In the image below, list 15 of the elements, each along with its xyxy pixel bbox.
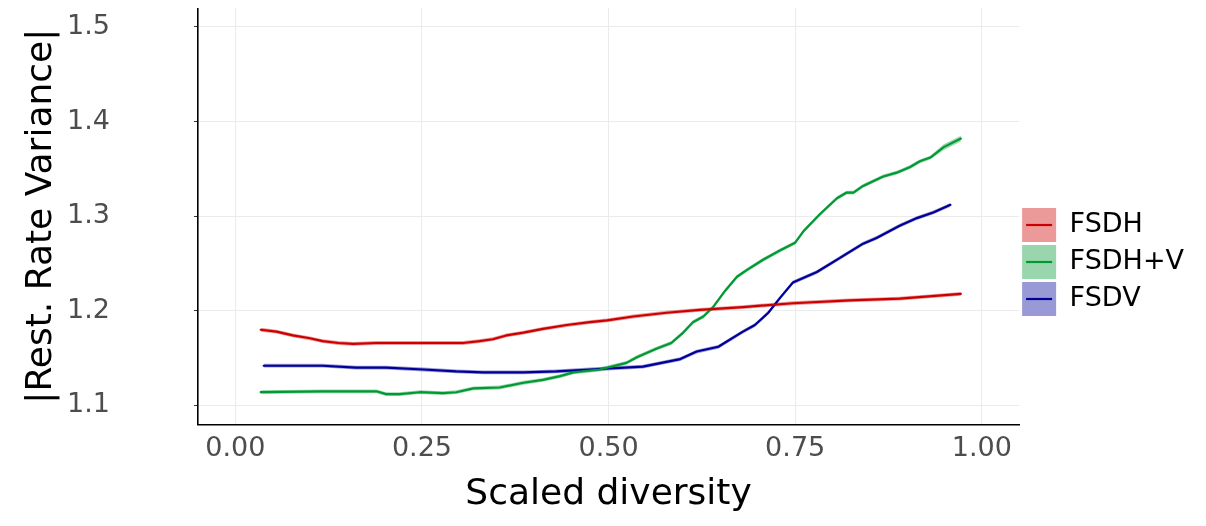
x-tick-label: 0.00 bbox=[205, 430, 266, 462]
x-tick-label: 0.25 bbox=[391, 430, 452, 462]
x-tick-label: 0.75 bbox=[765, 430, 826, 462]
y-tick-label: 1.2 bbox=[67, 292, 110, 324]
y-tick-label: 1.1 bbox=[67, 387, 110, 419]
x-tick-label: 0.50 bbox=[578, 430, 639, 462]
y-tick-label: 1.4 bbox=[67, 103, 110, 135]
y-tick-label: 1.3 bbox=[67, 198, 110, 230]
legend-label: FSDV bbox=[1069, 281, 1142, 313]
x-axis-title: Scaled diversity bbox=[465, 470, 752, 512]
legend-label: FSDH bbox=[1069, 207, 1143, 239]
y-axis-title: |Rest. Rate Variance| bbox=[17, 28, 60, 404]
y-tick-label: 1.5 bbox=[67, 8, 110, 40]
x-tick-label: 1.00 bbox=[951, 430, 1012, 462]
legend-label: FSDH+V bbox=[1069, 244, 1185, 276]
